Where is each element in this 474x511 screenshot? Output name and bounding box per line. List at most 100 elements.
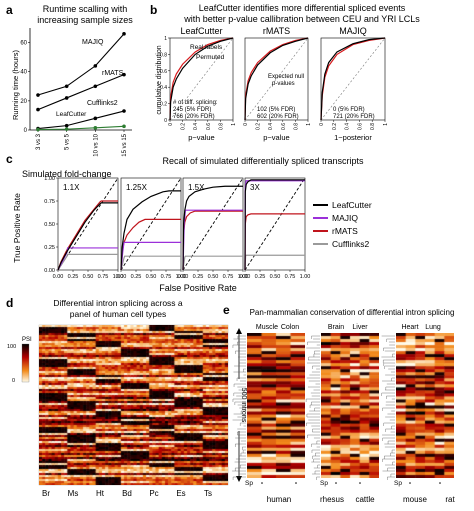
panel-c-legend-label: LeafCutter: [332, 200, 372, 210]
panel-b: LeafCutter identifies more differential …: [156, 3, 420, 142]
panel-b-curve: [244, 37, 309, 121]
panel-c-xtick-label: 0.75: [285, 274, 296, 280]
panel-d-legend-min: 0: [12, 378, 15, 384]
panel-d-col-es: Es: [176, 489, 185, 498]
panel-b-xtick-label: 0.8: [218, 123, 224, 130]
panel-a-label-leafcutter: LeafCutter: [56, 111, 87, 118]
panel-c-xtick-label: 0.25: [255, 274, 266, 280]
panel-c-ytick-label: 0.75: [44, 199, 55, 205]
panel-e-title: Pan-mammalian conservation of differenti…: [250, 308, 455, 317]
panel-e-heatmap-mouse-rat: [396, 333, 454, 478]
panel-d-col-pc: Pc: [149, 489, 158, 498]
panel-label-c: c: [6, 152, 13, 166]
panel-a-line-majiq: [37, 33, 125, 96]
panel-b-note: # of diff. splicing:: [173, 100, 218, 106]
panel-c-foldchange-label: 3X: [250, 183, 260, 192]
panel-a-point-leafcutter: [93, 126, 98, 130]
panel-d-psi-colorbar: [21, 343, 30, 383]
panel-label-e: e: [223, 303, 230, 317]
panel-label-b: b: [150, 3, 157, 17]
panel-b-plot-title: LeafCutter: [180, 26, 222, 36]
panel-d-arrow-top: [236, 328, 242, 334]
panel-c-foldchange-label: 1.5X: [188, 183, 205, 192]
panel-c-ytick-label: 0.50: [44, 222, 55, 228]
panel-b-title-line1: LeafCutter identifies more differential …: [199, 3, 406, 13]
panel-b-xtick-label: 1: [231, 123, 237, 126]
panel-a-series: [36, 32, 126, 132]
panel-a-point-majiq: [36, 93, 40, 97]
panel-b-xtick-label: 0.2: [332, 123, 338, 130]
panel-a-point-majiq: [122, 32, 126, 36]
panel-a-label-cufflinks2: Cufflinks2: [87, 100, 118, 107]
panel-a-xtick-label: 5 vs 5: [65, 133, 71, 150]
panel-a-xtick-label: 10 vs 10: [93, 133, 99, 156]
panel-c-legend: LeafCutter MAJIQ rMATS Cufflinks2: [313, 200, 372, 249]
panel-e-label-colon: Colon: [281, 324, 299, 331]
panel-a-point-rmats: [122, 72, 126, 77]
panel-b-null-diagonal: [320, 37, 386, 121]
panel-b-xtick-label: 0.6: [206, 123, 212, 130]
panel-c-ytick-label: 0.25: [44, 245, 55, 251]
panel-d-legend-title: PSI: [22, 337, 32, 343]
panel-b-ytick-label: 0.8: [160, 52, 167, 58]
panel-c-curve-rmats: [120, 218, 181, 271]
panel-c-diagonal: [57, 177, 119, 271]
panel-c-curve-rmats: [57, 200, 118, 271]
panel-e-sp-3: Sp: [394, 480, 402, 487]
panel-e-dendrograms: [232, 335, 441, 484]
panel-a-point-majiq: [64, 84, 69, 89]
panel-b-note: 766 (20% FDR): [173, 114, 215, 120]
panel-b-xtick-label: 0.4: [268, 123, 274, 130]
panel-e-species-rhesus: rhesus: [320, 495, 344, 504]
panel-a-ytick-label: 60: [20, 41, 27, 47]
panel-d-title-line2: panel of human cell types: [70, 309, 166, 319]
panel-b-xtick-label: 0.8: [293, 123, 299, 130]
panel-c-xtick-label: 0.50: [146, 274, 157, 280]
panel-c-xtick-label: 0.50: [83, 274, 94, 280]
panel-c-title: Recall of simulated differentially splic…: [163, 156, 364, 166]
panel-d-col-bd: Bd: [122, 489, 132, 498]
panel-d-col-ms: Ms: [68, 489, 79, 498]
panel-d-legend-max: 100: [7, 344, 16, 350]
panel-e-column-dot: [359, 482, 361, 484]
panel-a-point-leafcutter: [36, 127, 40, 132]
panel-c-curve-rmats: [182, 210, 243, 271]
panel-c-xtick-label: 0.75: [98, 274, 109, 280]
panel-b-null-diagonal: [244, 37, 309, 121]
panel-a-point-cufflinks2: [122, 109, 126, 113]
panel-b-ytick-label: 0.6: [160, 69, 167, 75]
panel-a-point-leafcutter: [122, 124, 126, 129]
panel-a-xtick-label: 15 vs 15: [122, 133, 128, 156]
panel-d-col-br: Br: [42, 489, 50, 498]
panel-b-plot-frame: [244, 37, 309, 121]
panel-b-note: 602 (20% FDR): [257, 114, 299, 120]
panel-b-null-label: p-values: [272, 81, 295, 87]
panel-c-curve-rmats: [244, 213, 305, 271]
panel-b-curve: [169, 37, 234, 121]
panel-c: Recall of simulated differentially splic…: [12, 156, 372, 293]
panel-a-ytick-label: 0: [24, 128, 28, 134]
panel-c-xtick-label: 0.00: [116, 274, 127, 280]
panel-a-axes: 0 20 40 60 3 vs 3 5 vs 5 10 vs 10 15 vs 15: [20, 28, 132, 157]
panel-c-xtick-label: 0.50: [270, 274, 281, 280]
panel-d-col-ht: Ht: [96, 489, 105, 498]
panel-b-curve: [169, 37, 234, 121]
panel-e-sp-1: Sp: [245, 480, 253, 487]
panel-b-xtick-label: 0.2: [181, 123, 187, 130]
panel-c-foldchange-label: 1.1X: [63, 183, 80, 192]
panel-e-heatmap-human: [247, 333, 305, 478]
panel-c-xlabel: False Positive Rate: [159, 283, 237, 293]
panel-a-line-cufflinks2: [37, 110, 125, 130]
panel-b-note: 0 (5% FDR): [333, 107, 365, 113]
panel-c-legend-label: Cufflinks2: [332, 239, 369, 249]
panel-c-curve-cufflinks2: [182, 255, 243, 271]
panel-c-xtick-label: 1.00: [238, 274, 249, 280]
panel-b-ytick-label: 0: [164, 118, 167, 124]
panel-e-species-mouse: mouse: [403, 495, 428, 504]
panel-b-xlabel: p−value: [263, 133, 289, 142]
panel-label-d: d: [6, 296, 13, 310]
panel-c-diagonal: [182, 177, 244, 271]
panel-c-xtick-label: 0.75: [223, 274, 234, 280]
panel-c-foldchange-label: 1.25X: [126, 183, 148, 192]
panel-a-point-rmats: [36, 107, 40, 112]
